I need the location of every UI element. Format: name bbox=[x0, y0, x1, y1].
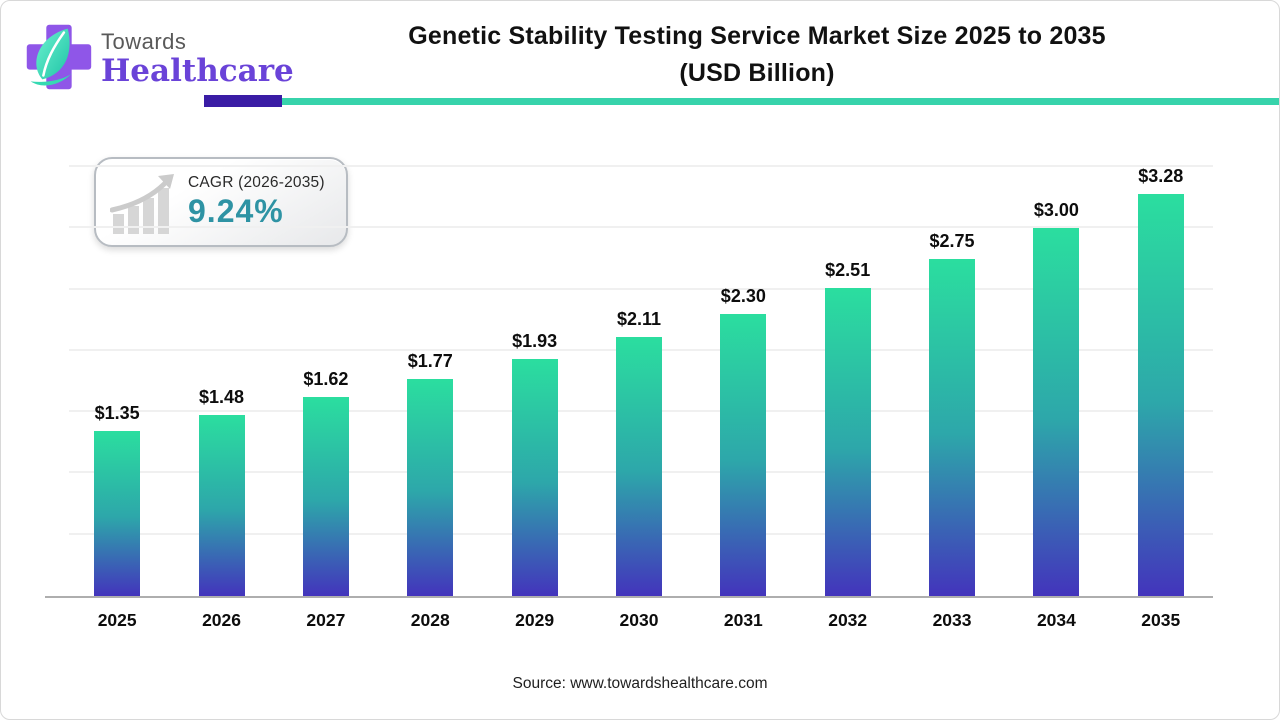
chart-title: Genetic Stability Testing Service Market… bbox=[251, 18, 1263, 92]
cagr-label: CAGR (2026-2035) bbox=[188, 174, 325, 191]
healthcare-cross-leaf-icon bbox=[26, 24, 92, 90]
source-text: Source: www.towardshealthcare.com bbox=[512, 675, 768, 692]
x-tick-2028: 2028 bbox=[410, 610, 450, 630]
bar-2028 bbox=[407, 379, 454, 596]
bar-2025 bbox=[94, 430, 141, 596]
bar-group-2031: $2.30 bbox=[691, 167, 795, 596]
bar-2026 bbox=[198, 414, 245, 596]
value-label-2032: $2.51 bbox=[825, 260, 871, 281]
cagr-badge: CAGR (2026-2035) 9.24% bbox=[94, 157, 348, 247]
x-tick-2035: 2035 bbox=[1141, 610, 1181, 630]
bar-group-2029: $1.93 bbox=[482, 167, 586, 596]
bar-columns: $1.35 $1.48 $1.62 $1.77 $1.93 $2.11 $2.30 $2.51… bbox=[65, 165, 1213, 596]
bar-group-2032: $2.51 bbox=[796, 167, 900, 596]
x-tick-2034: 2034 bbox=[1036, 610, 1076, 630]
value-label-2025: $1.35 bbox=[94, 402, 140, 423]
x-tick-2032: 2032 bbox=[828, 610, 868, 630]
logo-healthcare-text: Healthcare bbox=[101, 53, 294, 89]
x-tick-2027: 2027 bbox=[306, 610, 346, 630]
bar-group-2027: $1.62 bbox=[274, 167, 378, 596]
value-label-2029: $1.93 bbox=[512, 331, 558, 352]
bar-2030 bbox=[615, 337, 662, 596]
bar-group-2025: $1.35 bbox=[65, 167, 169, 596]
bar-2033 bbox=[929, 258, 976, 596]
bar-group-2035: $3.28 bbox=[1109, 165, 1213, 596]
towards-healthcare-logo: Towards Healthcare bbox=[17, 15, 294, 97]
bar-2035 bbox=[1137, 193, 1184, 596]
x-tick-2025: 2025 bbox=[97, 610, 137, 630]
x-axis-baseline bbox=[45, 596, 1213, 598]
logo-towards-text: Towards bbox=[101, 29, 187, 54]
x-tick-2033: 2033 bbox=[932, 610, 972, 630]
x-tick-2031: 2031 bbox=[723, 610, 763, 630]
value-label-2026: $1.48 bbox=[199, 386, 245, 407]
bar-2029 bbox=[511, 359, 558, 596]
plot-area: $1.35 $1.48 $1.62 $1.77 $1.93 $2.11 $2.30 $2.51… bbox=[45, 165, 1213, 598]
x-tick-2030: 2030 bbox=[619, 610, 659, 630]
value-label-2035: $3.28 bbox=[1138, 165, 1184, 186]
value-label-2028: $1.77 bbox=[407, 351, 453, 372]
value-label-2027: $1.62 bbox=[303, 369, 349, 390]
bar-2032 bbox=[824, 288, 871, 596]
value-label-2033: $2.75 bbox=[929, 230, 975, 251]
cagr-value: 9.24% bbox=[188, 193, 284, 229]
header-rule-teal bbox=[282, 98, 1279, 105]
value-label-2034: $3.00 bbox=[1033, 200, 1079, 221]
value-label-2031: $2.30 bbox=[720, 286, 766, 307]
bar-2027 bbox=[302, 397, 349, 596]
value-label-2030: $2.11 bbox=[616, 309, 661, 330]
x-tick-2026: 2026 bbox=[202, 610, 241, 630]
growth-chart-icon bbox=[110, 174, 174, 234]
header-rule-purple bbox=[204, 95, 282, 107]
bar-2034 bbox=[1033, 228, 1080, 596]
chart-title-line1: Genetic Stability Testing Service Market… bbox=[408, 22, 1106, 50]
bar-group-2033: $2.75 bbox=[900, 167, 1004, 596]
bar-group-2030: $2.11 bbox=[587, 167, 691, 596]
bar-group-2028: $1.77 bbox=[378, 167, 482, 596]
bar-group-2026: $1.48 bbox=[169, 167, 273, 596]
gridline-3.5 bbox=[69, 165, 1213, 167]
x-axis-labels: 2025 2026 2027 2028 2029 2030 2031 2032 2033 2034… bbox=[65, 610, 1213, 631]
gridline-2.5 bbox=[69, 287, 1213, 290]
bar-group-2034: $3.00 bbox=[1004, 167, 1108, 596]
chart-title-line2: (USD Billion) bbox=[679, 59, 835, 87]
bar-2031 bbox=[720, 314, 767, 596]
x-tick-2029: 2029 bbox=[515, 610, 555, 630]
gridline-3.0 bbox=[69, 226, 1213, 229]
